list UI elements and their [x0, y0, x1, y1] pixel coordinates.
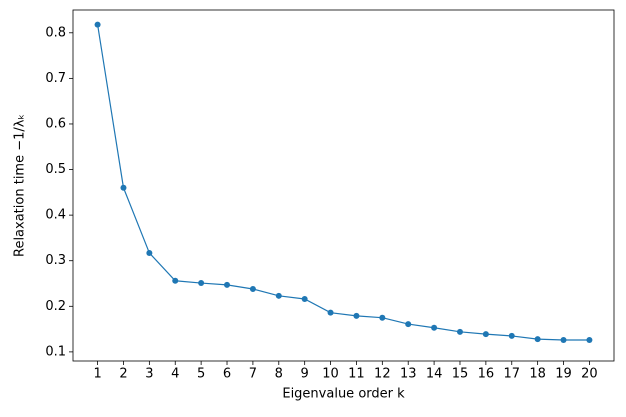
y-tick-label: 0.7 [45, 71, 66, 86]
data-point [353, 312, 360, 319]
x-tick-label: 4 [171, 367, 179, 382]
data-point [379, 314, 386, 321]
x-tick-label: 15 [452, 367, 469, 382]
x-tick-label: 20 [581, 367, 598, 382]
y-tick-label: 0.6 [45, 116, 66, 131]
data-point [456, 328, 463, 335]
data-point [249, 285, 256, 292]
y-axis-label: Relaxation time −1/λₖ [13, 114, 28, 257]
y-tick-label: 0.4 [45, 208, 66, 223]
data-point [198, 280, 205, 287]
x-axis-label: Eigenvalue order k [282, 387, 405, 402]
data-point [327, 309, 334, 316]
data-point [94, 21, 101, 28]
x-tick-label: 17 [503, 367, 520, 382]
x-tick-label: 13 [400, 367, 417, 382]
data-point [224, 281, 231, 288]
data-point [146, 249, 153, 256]
x-tick-label: 18 [529, 367, 546, 382]
x-tick-label: 2 [119, 367, 127, 382]
x-tick-label: 1 [93, 367, 101, 382]
x-tick-label: 7 [249, 367, 257, 382]
plot-frame [72, 9, 615, 362]
x-tick-label: 16 [478, 367, 495, 382]
x-tick-label: 11 [348, 367, 365, 382]
data-point [275, 292, 282, 299]
data-point [431, 324, 438, 331]
data-point [120, 184, 127, 191]
y-tick-label: 0.5 [45, 162, 66, 177]
y-tick-label: 0.3 [45, 253, 66, 268]
y-tick-label: 0.2 [45, 299, 66, 314]
x-tick-label: 6 [223, 367, 231, 382]
data-point [172, 277, 179, 284]
x-tick-label: 12 [374, 367, 391, 382]
x-tick-label: 8 [275, 367, 283, 382]
data-point [586, 337, 593, 344]
x-tick-label: 3 [145, 367, 153, 382]
data-point [508, 332, 515, 339]
data-point [482, 331, 489, 338]
series-line [96, 24, 590, 341]
x-tick-label: 19 [555, 367, 572, 382]
x-tick-label: 10 [322, 367, 339, 382]
x-tick-label: 5 [197, 367, 205, 382]
data-point [405, 321, 412, 328]
y-tick-label: 0.8 [45, 25, 66, 40]
data-point [301, 296, 308, 303]
x-tick-label: 9 [301, 367, 309, 382]
data-point [560, 337, 567, 344]
data-point [534, 336, 541, 343]
y-tick-label: 0.1 [45, 344, 66, 359]
x-tick-label: 14 [426, 367, 443, 382]
